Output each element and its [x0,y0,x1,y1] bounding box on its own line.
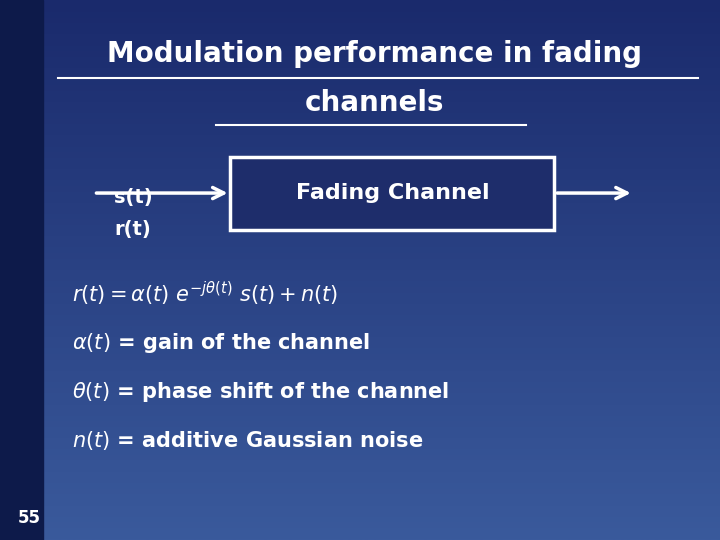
FancyBboxPatch shape [230,157,554,230]
Bar [0,0,43,540]
Text: $r(t) = \alpha(t)\ e^{-j\theta(t)}\ s(t) + n(t)$: $r(t) = \alpha(t)\ e^{-j\theta(t)}\ s(t)… [72,280,338,308]
Text: r(t): r(t) [114,220,152,239]
Text: s(t): s(t) [114,187,153,207]
Text: $n(t)$ = additive Gaussian noise: $n(t)$ = additive Gaussian noise [72,429,423,451]
Text: $\theta(t)$ = phase shift of the channel: $\theta(t)$ = phase shift of the channel [72,380,449,403]
Text: 55: 55 [17,509,40,528]
Text: Modulation performance in fading: Modulation performance in fading [107,40,642,68]
Text: Fading Channel: Fading Channel [296,183,489,203]
Text: $\alpha(t)$ = gain of the channel: $\alpha(t)$ = gain of the channel [72,331,370,355]
Text: channels: channels [305,89,444,117]
